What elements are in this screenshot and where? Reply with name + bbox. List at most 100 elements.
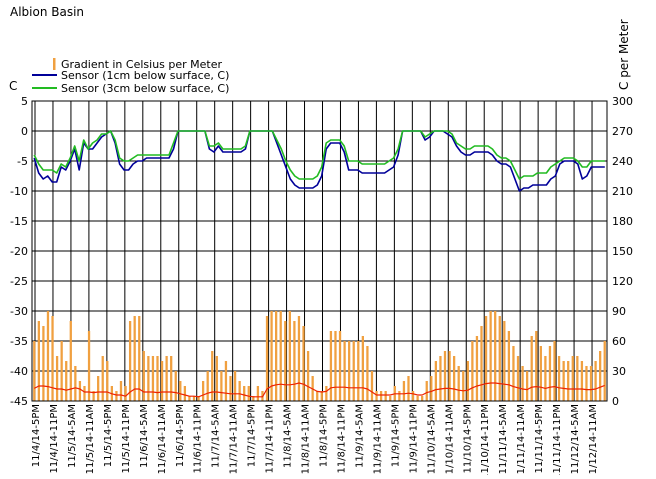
x-tick-label: 11/7/14-5AM — [211, 404, 222, 468]
x-tick-label: 11/5/14-11PM — [121, 404, 132, 474]
gradient-bar — [448, 351, 451, 401]
gradient-bar — [183, 386, 187, 401]
y-tick-label-right: 0 — [612, 395, 619, 408]
gradient-bar — [462, 371, 465, 401]
x-tick-label: 11/11/14-5AM — [498, 404, 509, 474]
gradient-bar — [480, 326, 483, 401]
gradient-bar — [284, 321, 287, 401]
x-tick-label: 11/10/14-11AM — [444, 404, 455, 475]
gradient-bar — [471, 341, 474, 401]
x-tick-label: 11/10/14-5PM — [462, 404, 473, 474]
gradient-bar — [535, 331, 538, 401]
gradient-bar — [507, 331, 511, 401]
gradient-bar — [106, 361, 109, 401]
gradient-bar — [548, 346, 552, 401]
sensor-lines — [33, 130, 605, 398]
gradient-bar — [201, 381, 205, 401]
grid-layer — [32, 100, 607, 402]
gradient-bar — [379, 391, 383, 401]
gradient-bars — [33, 311, 606, 401]
gradient-bar — [78, 381, 82, 401]
gradient-bar — [197, 396, 200, 401]
gradient-bar — [302, 326, 305, 401]
x-tick-label: 11/10/14-5AM — [426, 404, 437, 474]
x-tick-label: 11/12/14-5AM — [570, 404, 581, 474]
gradient-bar — [348, 341, 351, 401]
gradient-bar — [366, 346, 369, 401]
gradient-bar — [224, 361, 228, 401]
y-tick-label-left: -5 — [17, 155, 28, 168]
gradient-bar — [439, 356, 442, 401]
y-tick-label-left: -25 — [10, 275, 28, 288]
gradient-bar — [147, 356, 150, 401]
gradient-bar — [407, 376, 410, 401]
gradient-bar — [188, 396, 191, 401]
gradient-bar — [375, 391, 378, 401]
gradient-bar — [133, 316, 136, 401]
gradient-bar — [297, 316, 301, 401]
gradient-bar — [384, 391, 387, 401]
y-tick-label-left: -30 — [10, 305, 28, 318]
x-tick-label: 11/9/14-5AM — [354, 404, 365, 468]
y-tick-label-right: 150 — [612, 245, 633, 258]
x-tick-label: 11/5/14-5AM — [67, 404, 78, 468]
y-axis-label-right: C per Meter — [617, 19, 631, 90]
gradient-bar — [512, 346, 515, 401]
gradient-bar — [170, 356, 173, 401]
x-tick-label: 11/9/14-5PM — [390, 404, 401, 467]
gradient-bar — [247, 386, 250, 401]
gradient-bar — [580, 361, 584, 401]
gradient-bar — [494, 311, 497, 401]
gradient-bar — [430, 376, 433, 401]
gradient-bar — [530, 336, 533, 401]
gradient-bar — [475, 336, 479, 401]
gradient-bar — [589, 366, 593, 401]
gradient-bar — [215, 356, 218, 401]
y-tick-label-right: 300 — [612, 95, 633, 108]
sensor-3cm-line — [33, 130, 605, 180]
gradient-bar — [320, 391, 323, 401]
gradient-bar — [398, 391, 401, 401]
x-tick-label: 11/6/14-11AM — [157, 404, 168, 474]
gradient-bar — [174, 371, 177, 401]
gradient-bar — [389, 396, 392, 401]
gradient-bar — [151, 356, 155, 401]
gradient-bar — [425, 381, 428, 401]
chart-title: Albion Basin — [10, 5, 84, 19]
gradient-bar — [192, 396, 196, 401]
y-tick-label-left: -15 — [10, 215, 28, 228]
gradient-bar — [60, 341, 63, 401]
plot-border — [31, 100, 608, 402]
gradient-bar — [87, 331, 91, 401]
gradient-bar — [539, 346, 542, 401]
gradient-bar — [55, 356, 59, 401]
x-tick-label: 11/4/14-5PM — [31, 404, 42, 467]
gradient-bar — [416, 396, 419, 401]
gradient-bar — [516, 356, 520, 401]
gradient-bar — [275, 311, 278, 401]
x-tick-label: 11/12/14-11AM — [588, 404, 599, 475]
gradient-bar — [229, 376, 232, 401]
y-tick-label-right: 30 — [612, 365, 626, 378]
x-tick-label: 11/8/14-5AM — [283, 404, 294, 468]
gradient-bar — [142, 351, 145, 401]
y-tick-label-left: -10 — [10, 185, 28, 198]
gradient-bar — [553, 341, 556, 401]
gradient-bar — [343, 341, 346, 401]
gradient-bar — [233, 371, 237, 401]
y-tick-label-right: 240 — [612, 155, 633, 168]
gradient-bar — [498, 316, 501, 401]
gradient-bar — [97, 376, 100, 401]
gradient-bar — [51, 316, 54, 401]
gradient-bar — [65, 361, 68, 401]
gradient-bar — [466, 361, 469, 401]
legend-swatch-gradient — [53, 58, 56, 70]
gradient-bar — [411, 391, 415, 401]
gradient-bar — [115, 391, 118, 401]
gradient-bar — [603, 341, 606, 401]
sensor-1cm-line — [33, 130, 605, 192]
gradient-bar — [402, 381, 406, 401]
